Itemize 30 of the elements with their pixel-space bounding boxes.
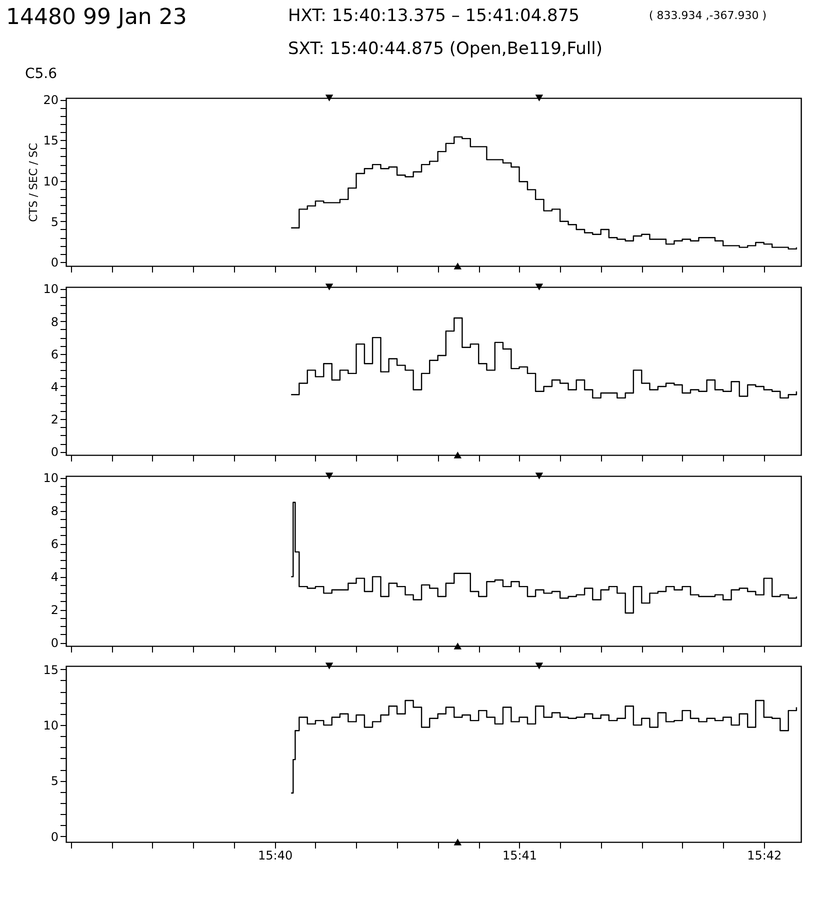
y-tick-label: 10: [43, 471, 58, 486]
y-tick-label: 6: [50, 537, 58, 552]
y-tick-label: 5: [50, 774, 58, 788]
text: SXT: 15:40:44.875 (Open,Be119,Full): [288, 39, 603, 59]
x-tick-label: 15:41: [502, 848, 538, 862]
y-tick-label: 10: [43, 282, 58, 296]
y-tick-label: 15: [43, 662, 58, 677]
y-tick-label: 0: [50, 830, 58, 844]
y-tick-label: 4: [50, 380, 58, 394]
y-tick-label: 2: [50, 412, 58, 427]
chart-title: 14480 99 Jan 23: [6, 5, 187, 30]
y-tick-label: 10: [43, 718, 58, 733]
y-axis-title: CTS / SEC / SC: [27, 142, 40, 222]
y-tick-label: 0: [50, 636, 58, 650]
x-tick-label: 15:40: [258, 848, 293, 862]
y-tick-label: 10: [43, 174, 58, 188]
y-tick-label: 8: [50, 504, 58, 518]
y-tick-label: 6: [50, 347, 58, 362]
y-tick-label: 0: [50, 445, 58, 460]
text: C5.6: [25, 66, 58, 82]
y-tick-label: 0: [50, 255, 58, 270]
y-tick-label: 15: [43, 134, 58, 148]
y-tick-label: 20: [43, 93, 58, 108]
text: HXT: 15:40:13.375 – 15:41:04.875: [288, 6, 580, 26]
x-tick-label: 15:42: [747, 848, 782, 862]
y-tick-label: 8: [50, 314, 58, 329]
y-tick-label: 2: [50, 603, 58, 618]
y-tick-label: 4: [50, 570, 58, 584]
text: ( 833.934 ,-367.930 ): [649, 9, 767, 22]
y-tick-label: 5: [50, 214, 58, 229]
